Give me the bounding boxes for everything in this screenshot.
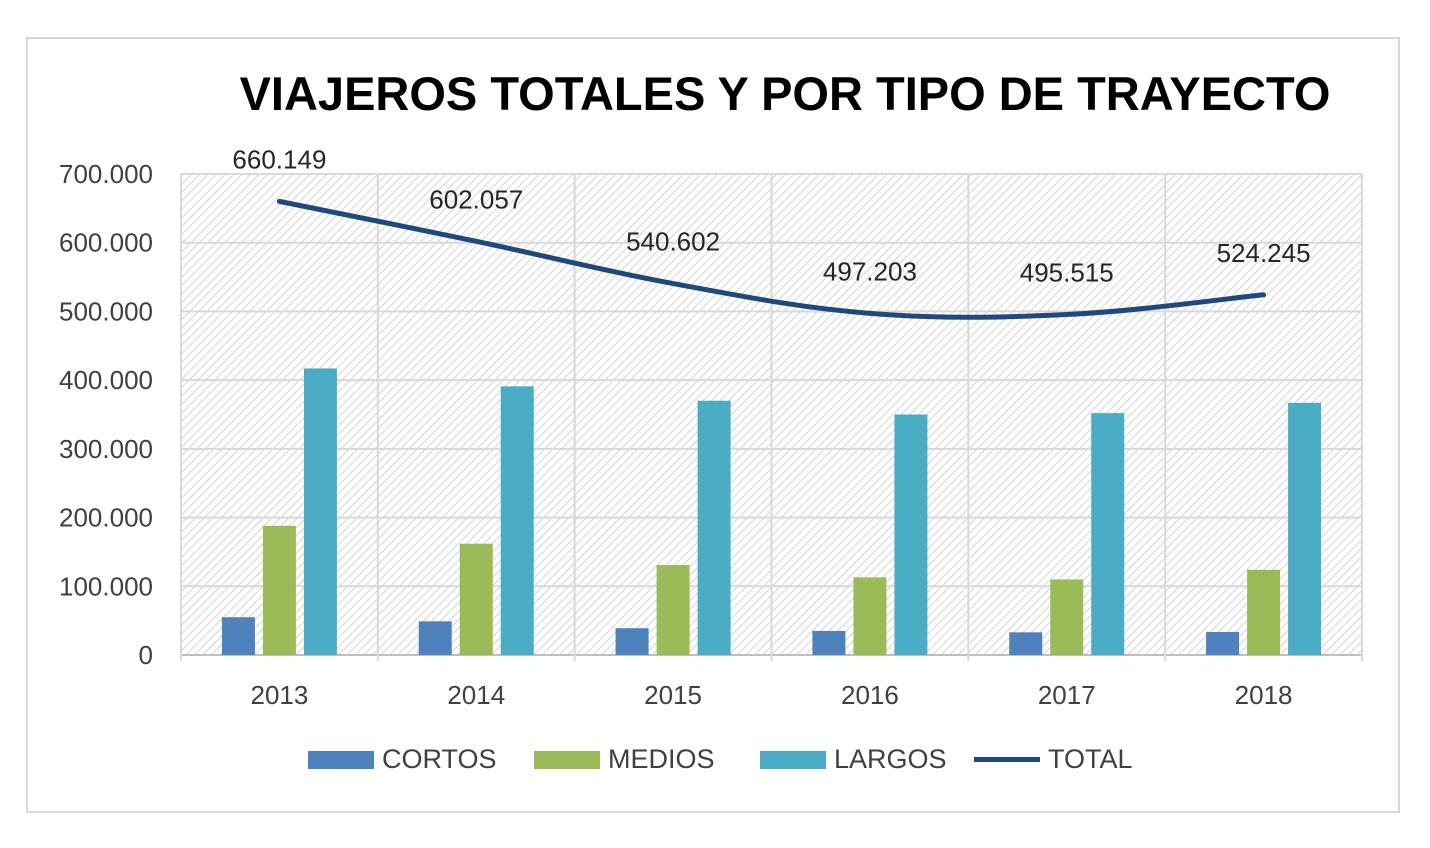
x-tick-label: 2015 bbox=[644, 680, 702, 710]
y-tick-label: 500.000 bbox=[59, 296, 153, 326]
bar-largos-2015 bbox=[697, 400, 731, 655]
bar-cortos-2018 bbox=[1206, 631, 1240, 655]
legend-swatch-total bbox=[974, 757, 1040, 762]
bar-cortos-2016 bbox=[812, 630, 846, 655]
legend-label-cortos: CORTOS bbox=[382, 744, 497, 774]
chart-legend: CORTOS MEDIOS LARGOS TOTAL bbox=[0, 744, 1430, 784]
bar-cortos-2015 bbox=[615, 628, 649, 655]
y-tick-label: 600.000 bbox=[59, 228, 153, 258]
bar-largos-2018 bbox=[1288, 402, 1322, 655]
data-label-total-2018: 524.245 bbox=[1217, 238, 1311, 268]
bar-cortos-2013 bbox=[221, 617, 255, 655]
bar-largos-2013 bbox=[303, 368, 337, 655]
legend-swatch-largos bbox=[760, 750, 826, 769]
y-tick-label: 400.000 bbox=[59, 365, 153, 395]
y-tick-label: 0 bbox=[139, 640, 153, 670]
legend-item-cortos: CORTOS bbox=[308, 744, 497, 775]
legend-swatch-cortos bbox=[308, 750, 374, 769]
bar-medios-2017 bbox=[1050, 579, 1084, 655]
y-tick-label: 200.000 bbox=[59, 503, 153, 533]
legend-item-medios: MEDIOS bbox=[534, 744, 715, 775]
legend-label-medios: MEDIOS bbox=[608, 744, 715, 774]
data-label-total-2017: 495.515 bbox=[1020, 258, 1114, 288]
bar-largos-2014 bbox=[500, 386, 534, 655]
x-tick-label: 2017 bbox=[1038, 680, 1096, 710]
bar-cortos-2017 bbox=[1009, 632, 1043, 655]
x-tick-label: 2014 bbox=[447, 680, 505, 710]
legend-swatch-medios bbox=[534, 750, 600, 769]
data-label-total-2013: 660.149 bbox=[232, 144, 326, 174]
legend-label-largos: LARGOS bbox=[834, 744, 947, 774]
bar-largos-2017 bbox=[1091, 413, 1125, 655]
x-tick-label: 2016 bbox=[841, 680, 899, 710]
legend-label-total: TOTAL bbox=[1048, 744, 1133, 774]
bar-medios-2014 bbox=[459, 543, 493, 655]
bar-medios-2013 bbox=[262, 525, 296, 655]
y-tick-label: 300.000 bbox=[59, 434, 153, 464]
data-label-total-2015: 540.602 bbox=[626, 227, 720, 257]
data-label-total-2016: 497.203 bbox=[823, 256, 917, 286]
x-tick-label: 2013 bbox=[250, 680, 308, 710]
bar-medios-2016 bbox=[853, 577, 887, 655]
legend-item-total: TOTAL bbox=[974, 744, 1133, 775]
legend-item-largos: LARGOS bbox=[760, 744, 947, 775]
bar-cortos-2014 bbox=[418, 621, 452, 655]
y-tick-label: 100.000 bbox=[59, 571, 153, 601]
bar-medios-2018 bbox=[1247, 569, 1281, 655]
x-tick-label: 2018 bbox=[1235, 680, 1293, 710]
bar-largos-2016 bbox=[894, 414, 928, 655]
bar-medios-2015 bbox=[656, 564, 690, 655]
line-total bbox=[276, 198, 1267, 320]
y-tick-label: 700.000 bbox=[59, 159, 153, 189]
data-label-total-2014: 602.057 bbox=[429, 184, 523, 214]
chart-title: VIAJEROS TOTALES Y POR TIPO DE TRAYECTO bbox=[239, 67, 1331, 120]
